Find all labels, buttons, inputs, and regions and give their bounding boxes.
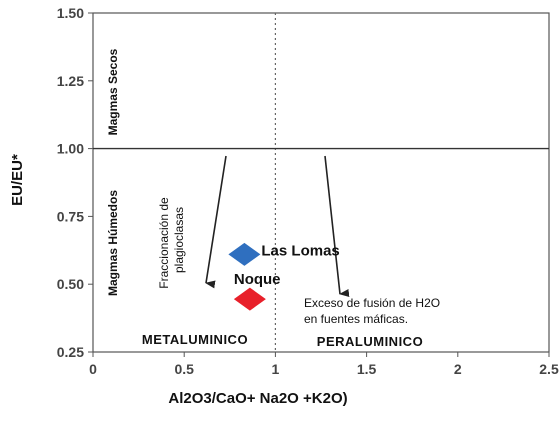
annotation-plagioclase-line-1: Fraccionación de (157, 197, 171, 289)
plagioclase-arrow (205, 155, 227, 289)
data-point-noque (233, 287, 266, 311)
x-tick-label: 1 (272, 361, 280, 377)
x-tick-label: 1.5 (357, 361, 377, 377)
y-tick-label: 0.50 (57, 276, 84, 292)
x-tick-label: 0 (89, 361, 97, 377)
x-axis-title: Al2O3/CaO+ Na2O +K2O) (168, 390, 347, 407)
x-tick-label: 2.5 (539, 361, 559, 377)
annotation-water-line-1: Exceso de fusión de H2O (304, 296, 440, 310)
annotation-water-line-2: en fuentes máficas. (304, 312, 408, 326)
data-points: Las Lomas Noque (228, 242, 340, 311)
plot-area (92, 12, 550, 353)
y-tick-label: 1.25 (57, 73, 84, 89)
zone-label-lower: Magmas Húmedos (106, 190, 120, 296)
y-tick-label: 0.25 (57, 344, 84, 360)
annotation-plagioclase-line-2: plagioclasas (172, 207, 186, 273)
region-label-metaluminico: METALUMINICO (142, 332, 248, 347)
water-arrow (324, 155, 350, 298)
x-tick-label: 0.5 (174, 361, 194, 377)
x-axis-ticks: 0 0.5 1 1.5 2 2.5 (89, 352, 559, 377)
region-label-peraluminico: PERALUMINICO (317, 334, 423, 349)
y-axis-title: EU/EU* (9, 154, 26, 206)
data-point-las-lomas (228, 242, 261, 266)
x-tick-label: 2 (454, 361, 462, 377)
point-label-noque: Noque (234, 271, 281, 288)
y-tick-label: 0.75 (57, 208, 84, 224)
y-axis-ticks: 0.25 0.50 0.75 1.00 1.25 1.50 (57, 5, 93, 360)
y-tick-label: 1.50 (57, 5, 84, 21)
y-tick-label: 1.00 (57, 141, 84, 157)
point-label-las-lomas: Las Lomas (261, 242, 339, 259)
zone-label-upper: Magmas Secos (106, 48, 120, 135)
